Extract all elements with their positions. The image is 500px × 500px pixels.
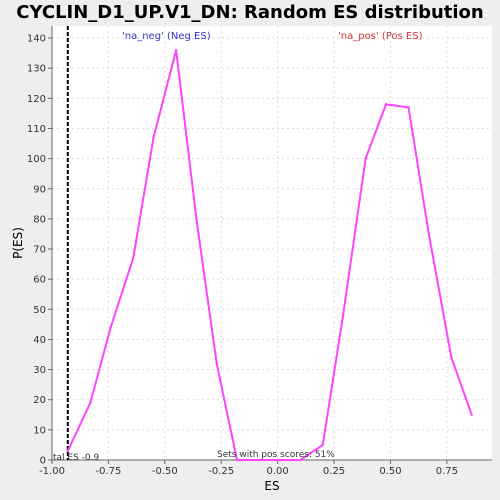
y-axis-label: P(ES): [11, 227, 25, 259]
y-tick-label: 50: [33, 305, 46, 316]
data-point: [235, 458, 239, 462]
data-point: [152, 136, 155, 139]
actual-es-label: tal ES -0.9: [53, 453, 100, 463]
data-point: [256, 458, 259, 462]
data-point: [364, 157, 367, 160]
y-tick-label: 140: [27, 34, 46, 45]
y-tick-label: 0: [40, 456, 46, 467]
data-point: [341, 314, 345, 317]
y-tick-label: 110: [27, 124, 46, 135]
data-point: [278, 458, 282, 462]
data-point: [174, 48, 178, 52]
x-tick-label: 0.50: [379, 466, 401, 477]
x-axis-label: ES: [264, 479, 279, 493]
pos-es-legend: 'na_pos' (Pos ES): [338, 31, 423, 42]
data-point: [470, 413, 473, 416]
pos-scores-label: Sets with pos scores: 51%: [217, 450, 335, 460]
y-tick-label: 20: [33, 395, 46, 406]
y-tick-label: 30: [33, 365, 46, 376]
data-point: [427, 232, 431, 236]
plot-area: [52, 26, 492, 460]
data-point: [299, 458, 302, 462]
x-tick-label: 0.75: [436, 466, 458, 477]
data-point: [89, 401, 92, 404]
y-tick-label: 40: [33, 335, 46, 346]
data-point: [321, 443, 324, 447]
es-distribution-line: [66, 49, 473, 461]
x-tick-label: -0.25: [208, 466, 234, 477]
y-tick-label: 130: [27, 64, 46, 75]
data-point: [215, 362, 218, 365]
series-layer: [66, 26, 473, 462]
x-tick-label: -0.50: [152, 466, 178, 477]
y-tick-label: 70: [33, 245, 46, 256]
y-tick-label: 10: [33, 425, 46, 436]
y-tick-label: 90: [33, 184, 46, 195]
x-tick-label: 0.00: [267, 466, 289, 477]
data-point: [109, 326, 112, 329]
data-point: [450, 356, 453, 359]
x-tick-label: 0.25: [323, 466, 345, 477]
y-tick-label: 100: [27, 154, 46, 165]
x-tick-label: -0.75: [95, 466, 121, 477]
neg-es-legend: 'na_neg' (Neg ES): [122, 31, 211, 42]
y-tick-label: 60: [33, 275, 46, 286]
data-point: [384, 103, 388, 106]
grid-layer: [51, 26, 492, 461]
annotation-layer: 'na_neg' (Neg ES) 'na_pos' (Pos ES) tal …: [53, 31, 423, 463]
y-tick-label: 80: [33, 214, 46, 225]
chart-title: CYCLIN_D1_UP.V1_DN: Random ES distributi…: [16, 2, 483, 23]
data-point: [195, 217, 198, 221]
data-point: [66, 449, 69, 453]
data-point: [132, 256, 135, 260]
data-point: [407, 106, 410, 109]
y-tick-label: 120: [27, 94, 46, 105]
x-tick-label: -1.00: [39, 466, 65, 477]
